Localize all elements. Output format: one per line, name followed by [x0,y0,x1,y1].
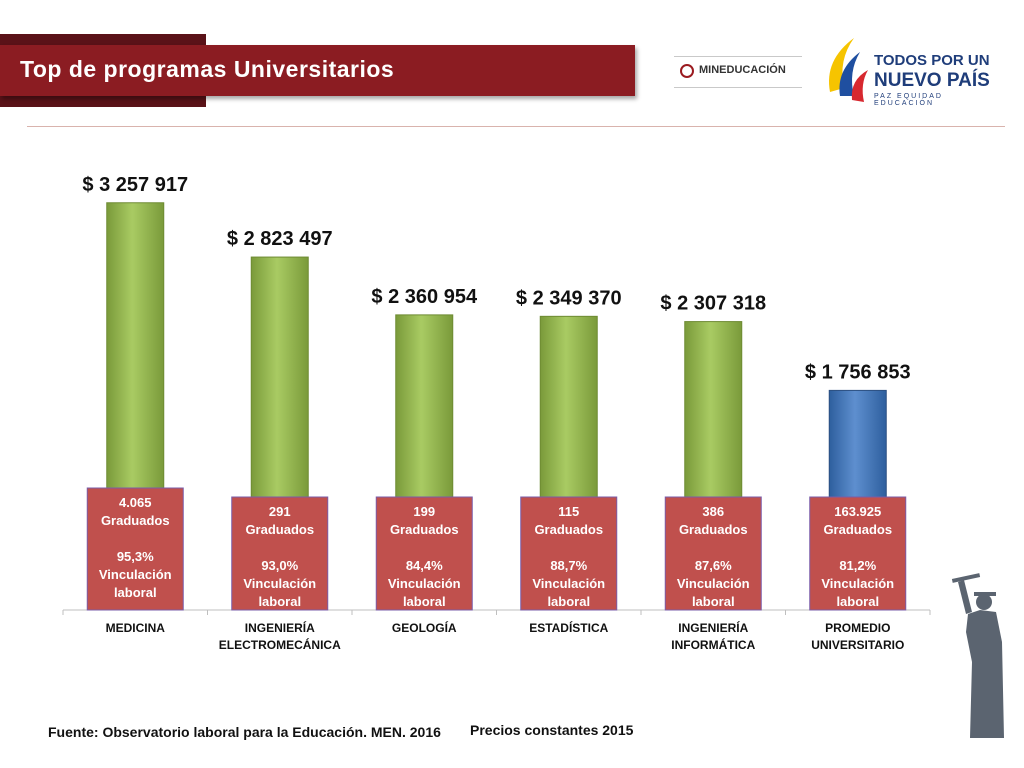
graduates-count: 4.065 [119,495,152,510]
graduates-label: Graduados [390,522,459,537]
employment-label: laboral [836,594,879,609]
x-tick-label: INGENIERÍA [678,620,748,635]
employment-rate: 88,7% [550,558,587,573]
campaign-logo-line2: NUEVO PAÍS [874,70,990,91]
employment-label: laboral [692,594,735,609]
graduates-count: 115 [558,504,579,519]
employment-label: Vinculación [99,567,172,582]
bar-value-label: $ 2 360 954 [371,286,478,308]
bar-info-box [809,496,907,611]
bar-info-box [520,496,618,611]
employment-rate: 81,2% [839,558,876,573]
bar-info-box [375,496,473,611]
page-title: Top de programas Universitarios [20,56,395,82]
graduates-count: 163.925 [834,504,881,519]
employment-label: laboral [403,594,446,609]
graduates-count: 291 [269,504,291,519]
x-tick-label: PROMEDIO [825,621,890,635]
graduates-label: Graduados [679,522,748,537]
x-tick-label: MEDICINA [106,621,166,635]
bar-info-box [86,487,184,611]
header-divider [27,126,1005,127]
title-bar [0,45,635,96]
todos-por-un-nuevo-pais-logo: TODOS POR UN NUEVO PAÍS PAZ EQUIDAD EDUC… [824,30,994,110]
x-tick-label: UNIVERSITARIO [811,638,904,652]
colombia-seal-icon [680,64,694,78]
mineducacion-logo: MINEDUCACIÓN [674,56,802,88]
employment-label: Vinculación [821,576,894,591]
campaign-logo-line3: PAZ EQUIDAD EDUCACIÓN [874,93,943,107]
employment-label: laboral [258,594,301,609]
graduates-count: 199 [413,504,435,519]
bar-value-label: $ 2 307 318 [660,293,766,315]
flag-swoosh-icon [829,38,868,102]
employment-rate: 93,0% [261,558,298,573]
mineducacion-logo-text: MINEDUCACIÓN [699,64,786,76]
employment-label: Vinculación [532,576,605,591]
graduates-label: Graduados [534,522,603,537]
campaign-logo-line1: TODOS POR UN [874,52,990,69]
employment-rate: 95,3% [117,549,154,564]
employment-rate: 84,4% [406,558,443,573]
bar-value-label: $ 1 756 853 [805,361,911,383]
graduates-count: 386 [702,504,724,519]
employment-label: Vinculación [388,576,461,591]
bar-value-label: $ 2 823 497 [227,228,333,250]
x-tick-label: ELECTROMECÁNICA [219,637,341,652]
employment-label: laboral [547,594,590,609]
x-tick-label: ESTADÍSTICA [529,620,608,635]
employment-rate: 87,6% [695,558,732,573]
employment-label: laboral [114,585,157,600]
bar-value-label: $ 2 349 370 [516,287,622,309]
employment-label: Vinculación [243,576,316,591]
graduate-silhouette-icon [951,573,1004,738]
graduates-label: Graduados [245,522,314,537]
bar-info-box [664,496,762,611]
bar-value-label: $ 3 257 917 [82,174,188,196]
employment-label: Vinculación [677,576,750,591]
graduates-label: Graduados [823,522,892,537]
graduates-label: Graduados [101,513,170,528]
x-tick-label: INFORMÁTICA [671,637,755,652]
prices-note: Precios constantes 2015 [470,722,634,738]
source-note: Fuente: Observatorio laboral para la Edu… [48,724,441,740]
bar-info-box [231,496,329,611]
x-tick-label: INGENIERÍA [245,620,315,635]
x-tick-label: GEOLOGÍA [392,620,457,635]
